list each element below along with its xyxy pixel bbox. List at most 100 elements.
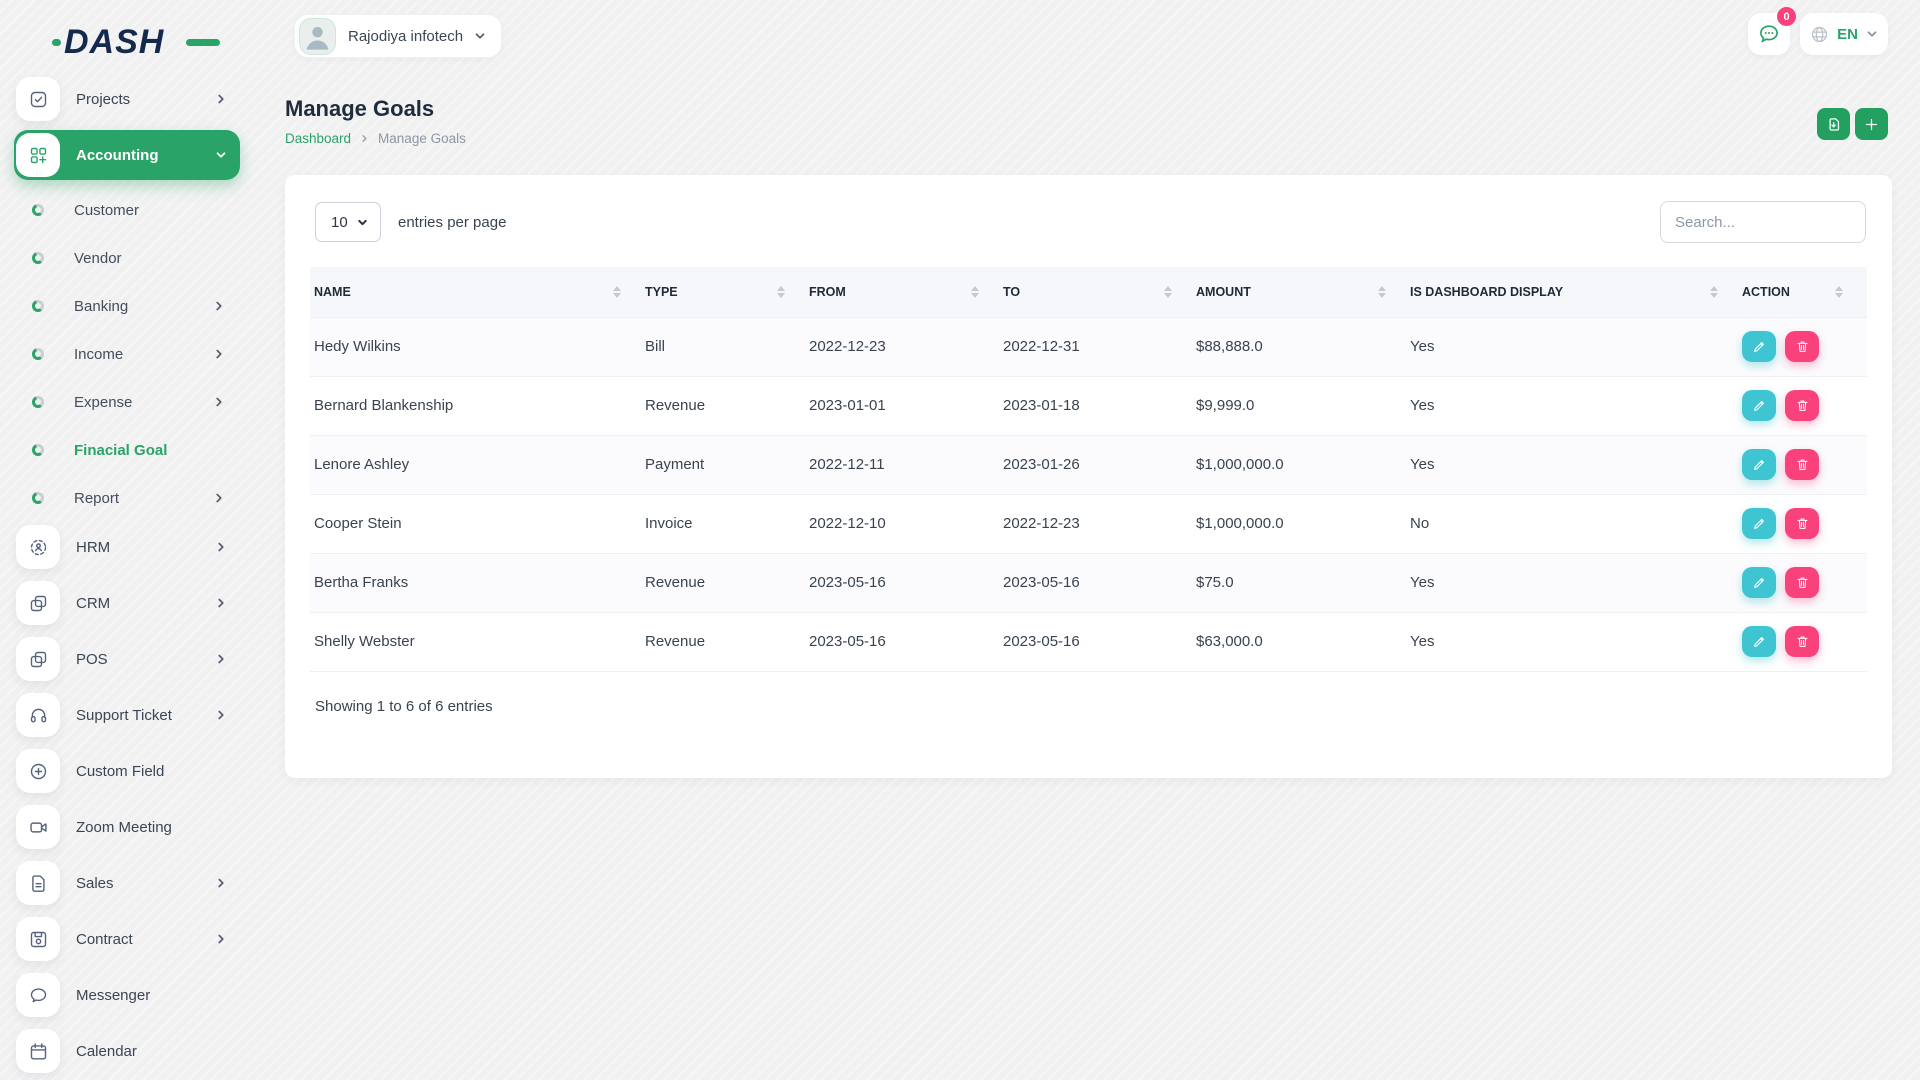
- sidebar-item-banking[interactable]: Banking: [14, 282, 240, 330]
- bullet-icon: [32, 204, 44, 216]
- sidebar-item-label: Sales: [76, 874, 114, 892]
- edit-goal-button[interactable]: [1742, 567, 1776, 598]
- cell-amount: $63,000.0: [1196, 611, 1410, 672]
- column-header-action[interactable]: ACTION: [1742, 267, 1867, 317]
- chevron-down-icon: [216, 152, 226, 158]
- sort-icon: [1835, 285, 1843, 298]
- delete-goal-button[interactable]: [1785, 449, 1819, 480]
- cell-name: Shelly Webster: [310, 611, 645, 672]
- entries-count-select[interactable]: 10: [315, 202, 381, 242]
- sidebar-item-projects[interactable]: Projects: [14, 74, 240, 124]
- app-logo[interactable]: DASH: [52, 22, 220, 62]
- column-header-is-dashboard-display[interactable]: IS DASHBOARD DISPLAY: [1410, 267, 1742, 317]
- delete-goal-button[interactable]: [1785, 626, 1819, 657]
- sidebar-item-customer[interactable]: Customer: [14, 186, 240, 234]
- search-input[interactable]: [1660, 201, 1866, 243]
- bullet-icon: [32, 396, 44, 408]
- cell-from: 2022-12-11: [809, 434, 1003, 494]
- cell-amount: $1,000,000.0: [1196, 493, 1410, 553]
- edit-goal-button[interactable]: [1742, 331, 1776, 362]
- sidebar-item-accounting[interactable]: Accounting: [14, 130, 240, 180]
- sidebar-item-pos[interactable]: POS: [14, 634, 240, 684]
- sidebar-item-hrm[interactable]: HRM: [14, 522, 240, 572]
- sidebar-item-calendar[interactable]: Calendar: [14, 1026, 240, 1076]
- bullet-icon: [32, 300, 44, 312]
- sidebar-item-support-ticket[interactable]: Support Ticket: [14, 690, 240, 740]
- notifications-button[interactable]: 0: [1748, 7, 1796, 55]
- column-label: FROM: [809, 284, 846, 299]
- pencil-icon: [1753, 519, 1764, 529]
- cell-amount: $75.0: [1196, 552, 1410, 612]
- cell-type: Revenue: [645, 552, 809, 612]
- sidebar-item-contract[interactable]: Contract: [14, 914, 240, 964]
- sidebar-item-report[interactable]: Report: [14, 474, 240, 522]
- sidebar-item-zoom-meeting[interactable]: Zoom Meeting: [14, 802, 240, 852]
- edit-goal-button[interactable]: [1742, 390, 1776, 421]
- cell-actions: [1742, 316, 1867, 376]
- cell-amount: $1,000,000.0: [1196, 434, 1410, 494]
- video-icon-box: [16, 805, 60, 849]
- pencil-icon: [1753, 401, 1764, 411]
- language-selector[interactable]: EN: [1800, 13, 1888, 55]
- delete-goal-button[interactable]: [1785, 508, 1819, 539]
- chevron-right-icon: [362, 135, 367, 142]
- edit-goal-button[interactable]: [1742, 449, 1776, 480]
- table-row: Bernard Blankenship Revenue 2023-01-01 2023…: [310, 375, 1867, 435]
- sidebar-item-label: Expense: [74, 393, 133, 411]
- cell-from: 2022-12-23: [809, 316, 1003, 376]
- hrm-icon: [30, 539, 46, 555]
- column-header-from[interactable]: FROM: [809, 267, 1003, 317]
- sidebar-item-crm[interactable]: CRM: [14, 578, 240, 628]
- column-header-type[interactable]: TYPE: [645, 267, 809, 317]
- chevron-right-icon: [218, 542, 224, 552]
- column-header-name[interactable]: NAME: [310, 267, 645, 317]
- edit-goal-button[interactable]: [1742, 508, 1776, 539]
- company-name: Rajodiya infotech: [348, 27, 464, 45]
- column-header-amount[interactable]: AMOUNT: [1196, 267, 1410, 317]
- entries-count-value: 10: [331, 213, 348, 231]
- sidebar-item-label: Support Ticket: [76, 706, 172, 724]
- cell-actions: [1742, 493, 1867, 553]
- delete-goal-button[interactable]: [1785, 331, 1819, 362]
- sidebar-item-label: Custom Field: [76, 762, 165, 780]
- cell-type: Bill: [645, 316, 809, 376]
- sidebar-item-income[interactable]: Income: [14, 330, 240, 378]
- cell-name: Hedy Wilkins: [310, 316, 645, 376]
- column-label: AMOUNT: [1196, 284, 1251, 299]
- add-goal-button[interactable]: [1855, 108, 1888, 140]
- sidebar-item-messenger[interactable]: Messenger: [14, 970, 240, 1020]
- sidebar-item-custom-field[interactable]: Custom Field: [14, 746, 240, 796]
- goals-card: 10 entries per page NAME TYPE FROM TO AMOUNT…: [285, 175, 1892, 778]
- crm-icon-box: [16, 581, 60, 625]
- sidebar-item-expense[interactable]: Expense: [14, 378, 240, 426]
- column-label: NAME: [314, 284, 351, 299]
- plus-icon: [1865, 118, 1878, 130]
- sidebar-item-finacial-goal[interactable]: Finacial Goal: [14, 426, 240, 474]
- delete-goal-button[interactable]: [1785, 390, 1819, 421]
- sidebar-item-label: Messenger: [76, 986, 151, 1004]
- sidebar-item-vendor[interactable]: Vendor: [14, 234, 240, 282]
- logo-text: DASH: [64, 23, 165, 61]
- column-header-to[interactable]: TO: [1003, 267, 1196, 317]
- edit-goal-button[interactable]: [1742, 626, 1776, 657]
- chevron-right-icon: [216, 349, 222, 359]
- cell-from: 2022-12-10: [809, 493, 1003, 553]
- sidebar-item-label: CRM: [76, 594, 111, 612]
- video-icon: [29, 821, 47, 833]
- export-goals-button[interactable]: [1817, 108, 1850, 140]
- plus-circle-icon-box: [16, 749, 60, 793]
- cell-from: 2023-01-01: [809, 375, 1003, 435]
- pencil-icon: [1753, 637, 1764, 647]
- cell-amount: $88,888.0: [1196, 316, 1410, 376]
- breadcrumb-dashboard-link[interactable]: Dashboard: [285, 131, 352, 146]
- pos-icon: [30, 651, 46, 667]
- delete-goal-button[interactable]: [1785, 567, 1819, 598]
- sidebar-item-sales[interactable]: Sales: [14, 858, 240, 908]
- file-icon-box: [16, 861, 60, 905]
- company-selector[interactable]: Rajodiya infotech: [294, 14, 503, 58]
- cell-from: 2023-05-16: [809, 611, 1003, 672]
- table-header-row: NAME TYPE FROM TO AMOUNT IS DASHBOARD DISPLAY…: [310, 267, 1867, 317]
- sort-icon: [1710, 285, 1718, 298]
- sidebar-item-label: Calendar: [76, 1042, 137, 1060]
- sort-icon: [1378, 285, 1386, 298]
